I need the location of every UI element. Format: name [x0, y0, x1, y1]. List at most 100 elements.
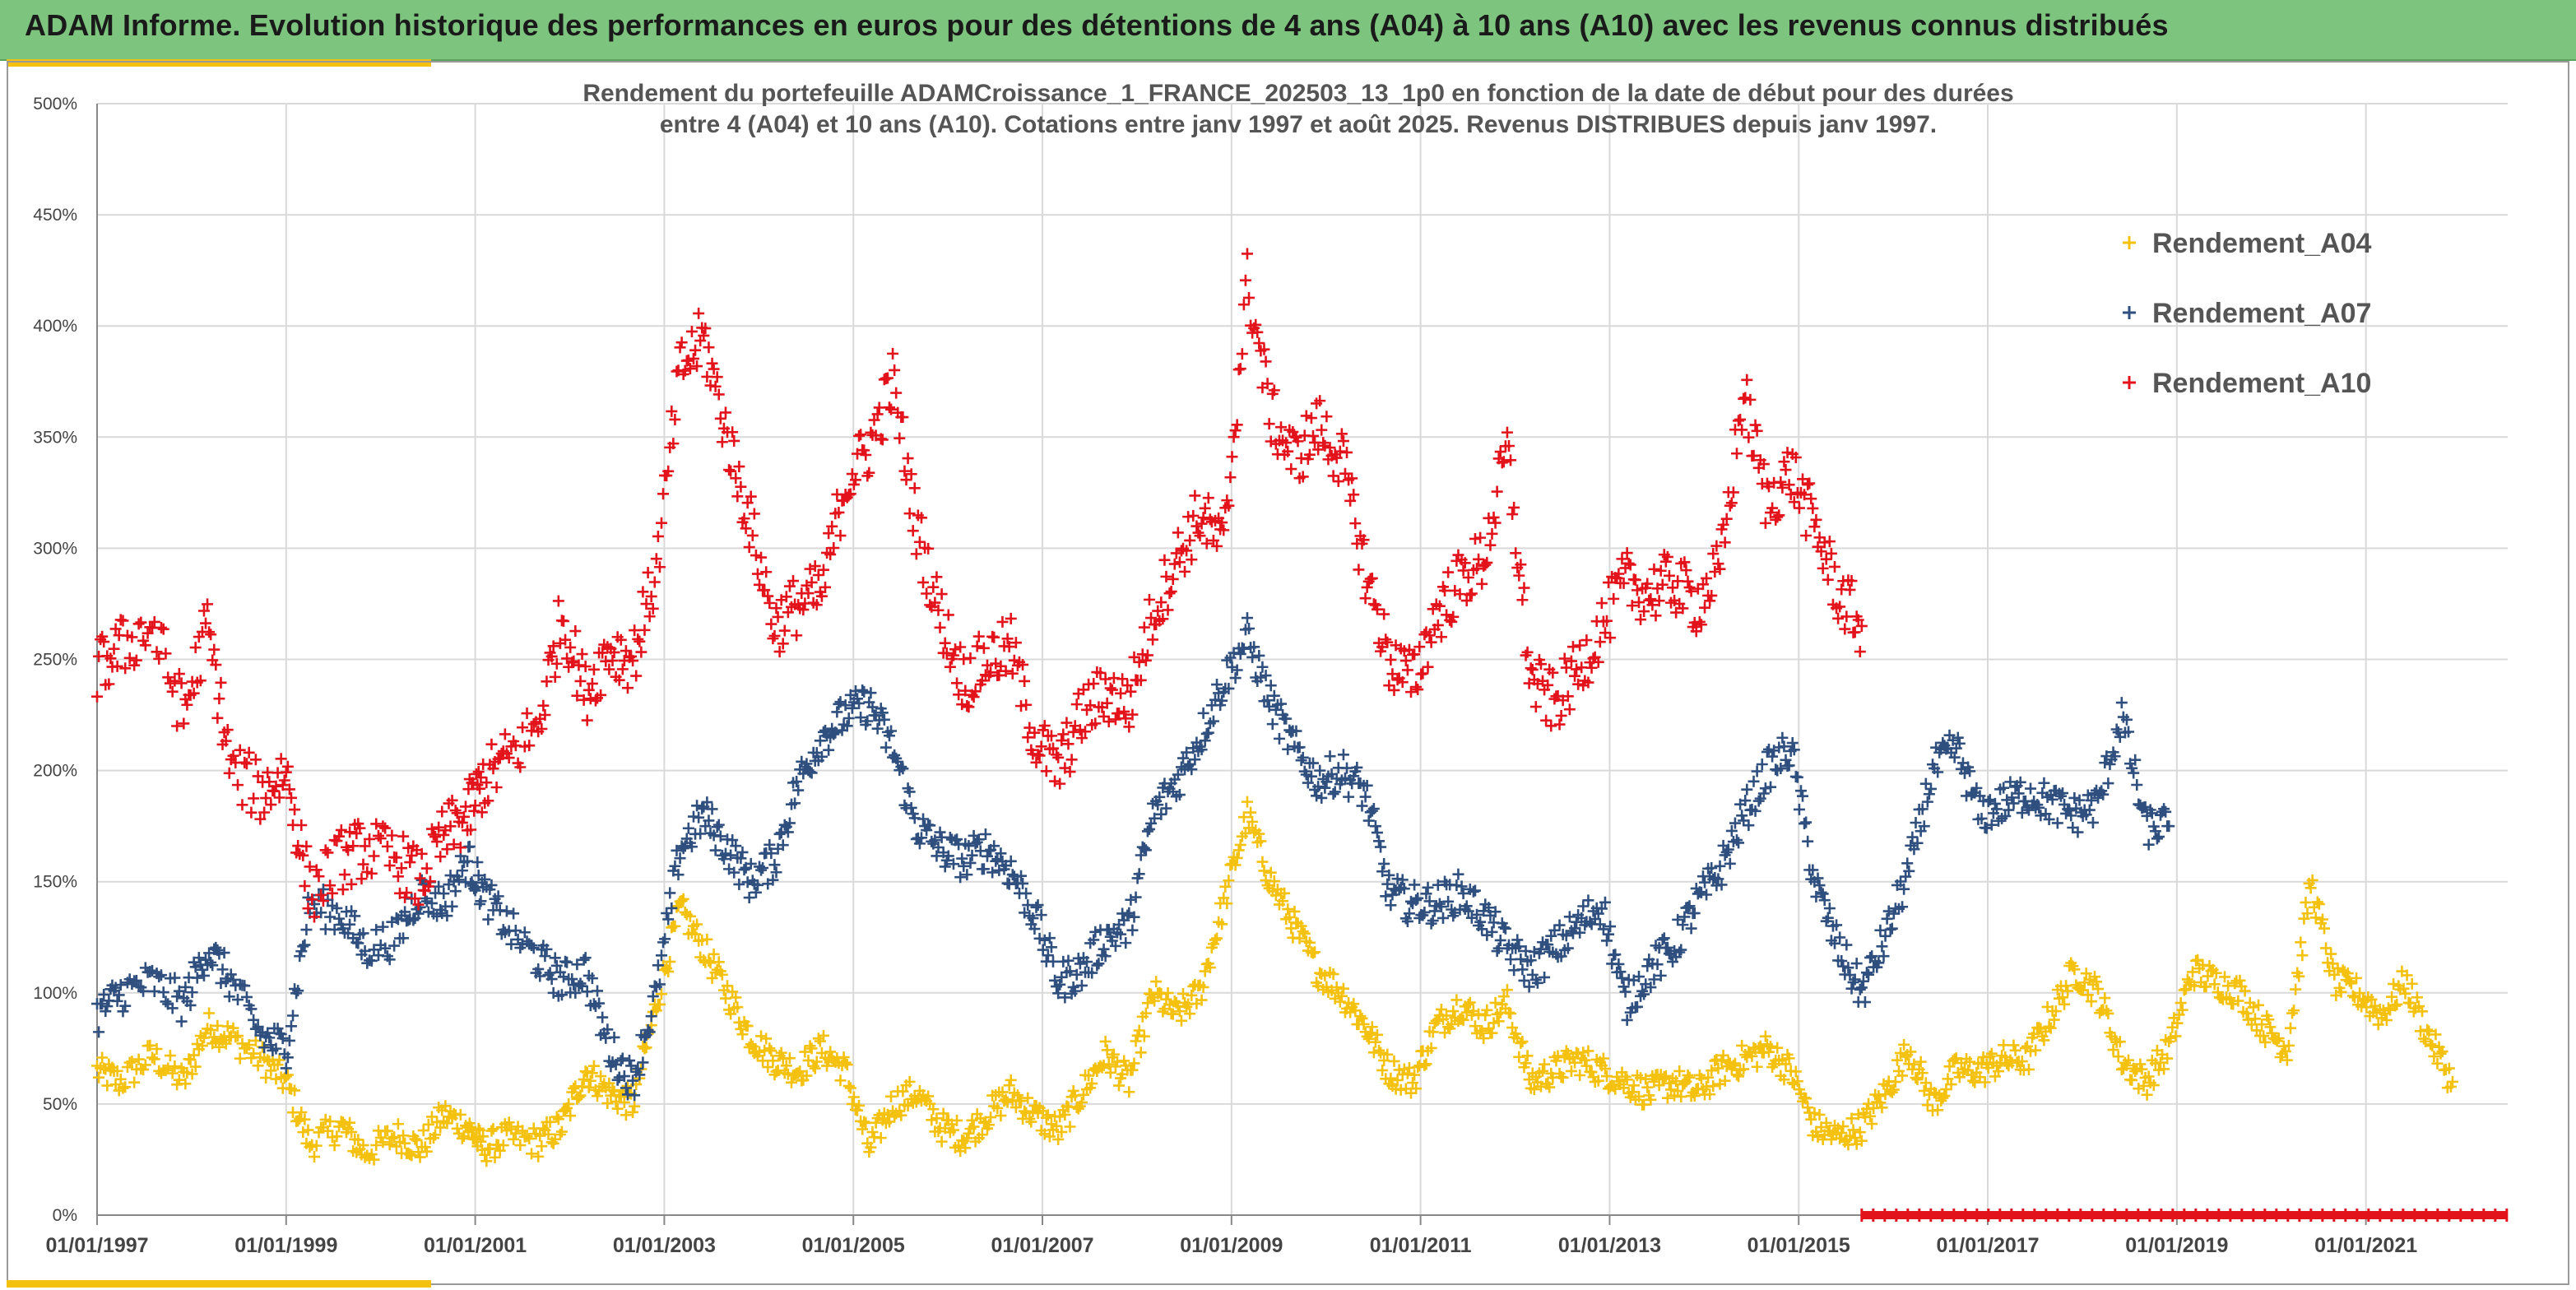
data-point	[1673, 946, 1686, 958]
data-point	[475, 1135, 487, 1148]
data-point	[1641, 578, 1654, 590]
data-point	[620, 645, 632, 657]
data-point	[815, 750, 828, 763]
data-point	[1497, 456, 1510, 468]
data-point	[1751, 425, 1763, 437]
data-point	[655, 988, 667, 1000]
data-point	[1683, 900, 1696, 912]
data-point	[730, 840, 742, 852]
data-point	[544, 967, 556, 979]
data-point	[1765, 781, 1777, 793]
data-point	[722, 980, 734, 992]
data-point	[731, 490, 744, 503]
series-Rendement_A07	[91, 612, 2175, 1102]
x-tick-label: 01/01/2011	[1370, 1234, 1472, 1257]
data-point	[302, 1124, 314, 1136]
data-point	[1945, 1079, 1957, 1091]
data-point	[587, 1060, 600, 1072]
data-point	[1775, 476, 1787, 488]
data-point	[613, 1071, 625, 1084]
data-point	[897, 1085, 909, 1097]
data-point	[280, 1062, 292, 1074]
data-point	[653, 998, 666, 1010]
data-point	[1882, 905, 1895, 917]
data-point	[1297, 471, 1309, 483]
data-point	[1349, 1005, 1362, 1017]
data-point	[1901, 857, 1914, 870]
data-point	[2016, 1056, 2028, 1068]
data-point	[738, 864, 750, 876]
data-point	[958, 860, 970, 872]
data-point	[119, 1081, 132, 1093]
data-point	[860, 449, 872, 462]
data-point	[268, 785, 281, 797]
data-point	[1677, 919, 1689, 931]
data-point	[902, 452, 914, 465]
data-point	[169, 675, 181, 687]
chart-subtitle-line-1: Rendement du portefeuille ADAMCroissance…	[583, 80, 2013, 107]
data-point	[1786, 737, 1799, 749]
data-point	[736, 846, 749, 858]
data-point	[505, 938, 518, 950]
data-point	[815, 590, 828, 602]
data-point	[1120, 712, 1132, 725]
data-point	[490, 897, 503, 909]
data-point	[1469, 884, 1481, 897]
data-point	[1329, 786, 1341, 798]
data-point	[1817, 562, 1829, 574]
data-point	[1898, 1038, 1910, 1051]
data-point	[1525, 954, 1537, 967]
data-point	[1102, 716, 1115, 728]
data-point	[1200, 537, 1213, 550]
data-point	[1266, 718, 1279, 731]
data-point	[1184, 1008, 1196, 1020]
data-point	[1223, 875, 1235, 887]
data-point	[1396, 874, 1409, 886]
data-point	[1231, 419, 1243, 431]
data-point	[2263, 1014, 2275, 1026]
data-point	[767, 1055, 779, 1067]
data-point	[1820, 553, 1832, 565]
data-point	[1155, 596, 1167, 609]
data-point	[225, 968, 237, 981]
data-point	[696, 802, 708, 814]
data-point	[2057, 991, 2068, 1004]
data-point	[608, 1031, 620, 1043]
data-point	[1000, 665, 1012, 677]
data-point	[1778, 456, 1790, 468]
data-point	[191, 1038, 203, 1051]
data-point	[2430, 1028, 2442, 1041]
data-point	[137, 985, 150, 997]
data-point	[1849, 973, 1861, 986]
data-point	[1219, 880, 1232, 893]
data-point	[1752, 795, 1765, 807]
data-point	[1378, 608, 1390, 620]
legend-label: Rendement_A04	[2152, 228, 2372, 259]
data-point	[326, 887, 338, 899]
data-point	[1001, 1096, 1014, 1108]
data-point	[635, 646, 647, 658]
data-point	[499, 728, 511, 740]
data-point	[629, 1089, 641, 1102]
data-point	[1381, 1048, 1394, 1060]
data-point	[858, 1116, 870, 1128]
data-point	[1492, 1015, 1505, 1028]
data-point	[947, 858, 959, 870]
data-point	[1454, 588, 1466, 601]
data-point	[386, 829, 398, 842]
data-point	[1381, 636, 1394, 648]
data-point	[295, 819, 308, 831]
data-point	[2399, 987, 2411, 1000]
data-point	[422, 906, 434, 918]
data-point	[317, 894, 329, 907]
data-point	[2022, 1063, 2035, 1075]
data-point	[802, 1054, 815, 1066]
data-point	[1803, 477, 1816, 490]
data-point	[1228, 431, 1240, 443]
data-point	[2033, 801, 2045, 814]
data-point	[2060, 980, 2072, 992]
data-point	[723, 464, 736, 476]
data-point	[1952, 731, 1964, 744]
data-point	[254, 813, 267, 825]
data-point	[357, 927, 369, 940]
